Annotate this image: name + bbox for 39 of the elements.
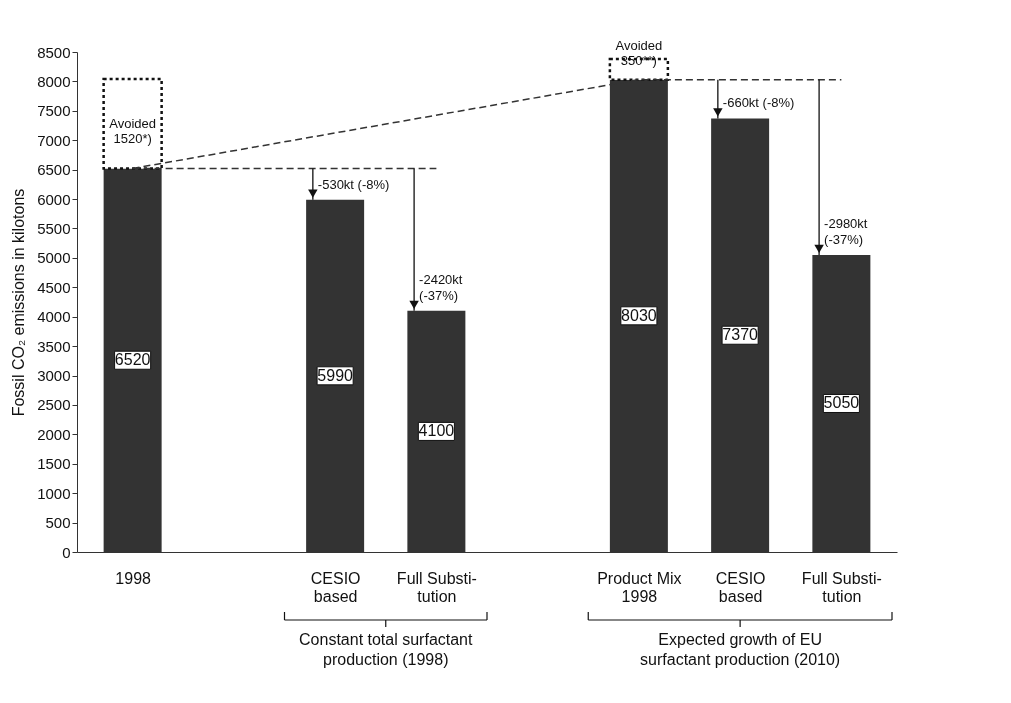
data-label: 5050 [823, 394, 860, 412]
y-tick-label: 8500 [37, 43, 71, 61]
x-tick-label: 1998 [115, 569, 152, 587]
y-tick-label: 4500 [37, 278, 71, 296]
text: Expected growth of EU surfactant production (2010) [640, 631, 841, 668]
y-tick-label: 1500 [37, 455, 71, 473]
y-axis-title: Fossil CO₂ emissions in kilotons [10, 188, 28, 417]
data-label: 6520 [114, 351, 151, 369]
y-tick-label: 0 [62, 543, 71, 561]
data-label: 8030 [621, 306, 657, 324]
data-label: 5990 [317, 366, 354, 384]
x-tick-label: CESIO based [715, 569, 766, 605]
y-tick-label: 2500 [37, 396, 71, 414]
data-label: 7370 [722, 326, 759, 344]
y-tick-label: 7000 [37, 131, 71, 149]
y-tick-label: 6000 [37, 190, 71, 208]
y-tick-label: 8000 [37, 72, 71, 90]
y-tick-label: 500 [45, 514, 71, 532]
annotation: -2420kt (-37%) [419, 271, 463, 303]
y-tick-label: 5500 [37, 219, 71, 237]
x-tick-label: Product Mix 1998 [597, 569, 682, 605]
data-label: Avoided 1520*) [109, 115, 156, 146]
y-tick-label: 3500 [37, 337, 71, 355]
y-tick-label: 3000 [37, 367, 71, 385]
data-label: 4100 [418, 422, 455, 440]
y-tick-label: 4000 [37, 308, 71, 326]
x-tick-label: CESIO based [310, 569, 361, 605]
y-tick-label: 5000 [37, 249, 71, 267]
annotation: -660kt (-8%) [722, 95, 795, 111]
y-tick-label: 6500 [37, 161, 71, 179]
y-tick-label: 2000 [37, 425, 71, 443]
annotation: -2980kt (-37%) [824, 215, 868, 247]
x-tick-label: Full Substi- tution [801, 569, 882, 605]
data-label: Avoided 350**) [615, 38, 663, 69]
annotation: -530kt (-8%) [317, 176, 390, 192]
y-tick-label: 7500 [37, 102, 71, 120]
y-tick-label: 1000 [37, 484, 71, 502]
x-tick-label: Full Substi- tution [396, 569, 477, 605]
text: Constant total surfactant production (1998) [299, 631, 474, 668]
